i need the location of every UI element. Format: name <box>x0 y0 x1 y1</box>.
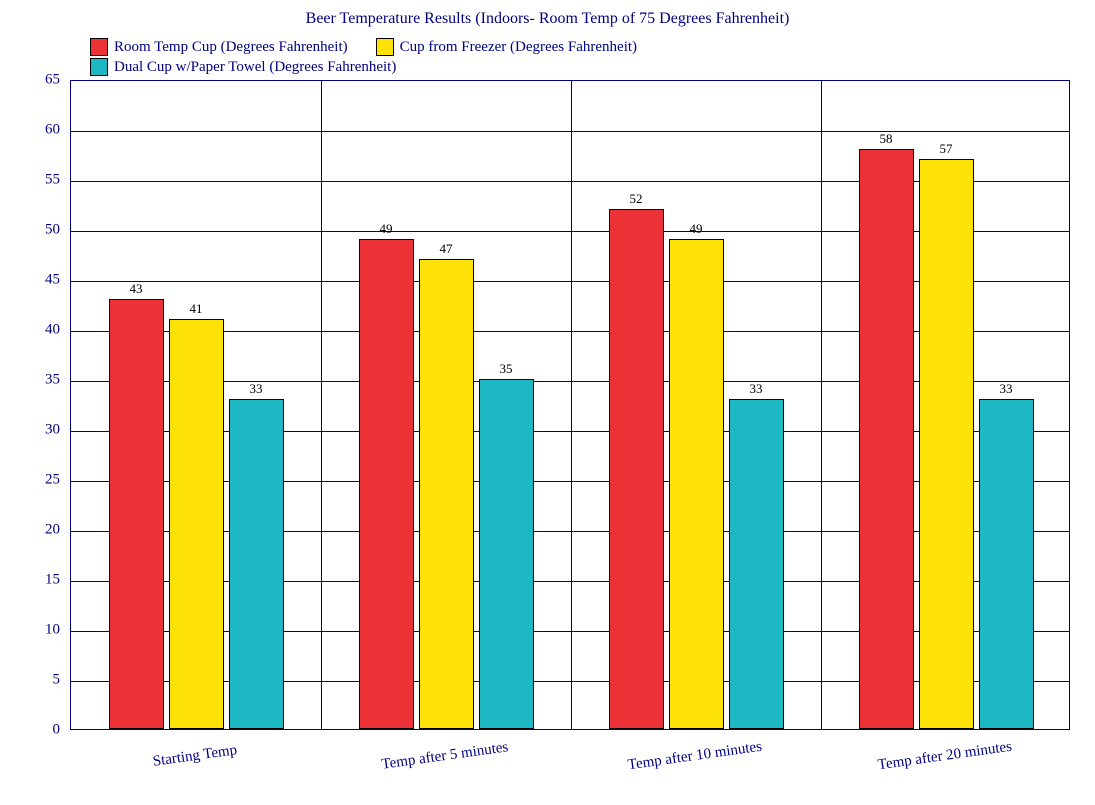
y-tick-label: 0 <box>53 722 61 739</box>
x-tick-label: Starting Temp <box>152 742 238 771</box>
y-tick-label: 45 <box>45 272 60 289</box>
bar <box>919 159 974 729</box>
bar <box>729 399 784 729</box>
y-axis: 05101520253035404550556065 <box>0 80 65 730</box>
legend-label: Dual Cup w/Paper Towel (Degrees Fahrenhe… <box>114 59 396 76</box>
legend-label: Room Temp Cup (Degrees Fahrenheit) <box>114 39 348 56</box>
gridline-v <box>821 81 822 729</box>
bar <box>609 209 664 729</box>
bar-value-label: 33 <box>750 381 763 397</box>
y-tick-label: 65 <box>45 72 60 89</box>
plot-area: 43 41 33 49 47 35 52 49 33 58 57 33 <box>70 80 1070 730</box>
y-tick-label: 30 <box>45 422 60 439</box>
y-tick-label: 50 <box>45 222 60 239</box>
gridline-v <box>321 81 322 729</box>
bar <box>359 239 414 729</box>
legend-item: Dual Cup w/Paper Towel (Degrees Fahrenhe… <box>90 58 665 76</box>
bar <box>109 299 164 729</box>
gridline-v <box>571 81 572 729</box>
bar <box>229 399 284 729</box>
bar-value-label: 47 <box>440 241 453 257</box>
y-tick-label: 5 <box>53 672 61 689</box>
bar-value-label: 33 <box>1000 381 1013 397</box>
x-tick-label: Temp after 10 minutes <box>627 739 763 775</box>
y-tick-label: 25 <box>45 472 60 489</box>
y-tick-label: 15 <box>45 572 60 589</box>
y-tick-label: 60 <box>45 122 60 139</box>
y-tick-label: 40 <box>45 322 60 339</box>
legend-label: Cup from Freezer (Degrees Fahrenheit) <box>400 39 637 56</box>
legend-swatch-icon <box>376 38 394 56</box>
legend-swatch-icon <box>90 58 108 76</box>
bar-value-label: 43 <box>130 281 143 297</box>
bar <box>479 379 534 729</box>
bar-value-label: 33 <box>250 381 263 397</box>
bar-value-label: 58 <box>880 131 893 147</box>
bar-value-label: 57 <box>940 141 953 157</box>
gridline-h <box>71 131 1069 132</box>
bar-value-label: 52 <box>630 191 643 207</box>
bar <box>979 399 1034 729</box>
bar-value-label: 35 <box>500 361 513 377</box>
legend: Room Temp Cup (Degrees Fahrenheit) Cup f… <box>90 38 665 78</box>
y-tick-label: 35 <box>45 372 60 389</box>
bar-value-label: 49 <box>380 221 393 237</box>
x-tick-label: Temp after 5 minutes <box>381 739 510 774</box>
bar-value-label: 41 <box>190 301 203 317</box>
y-tick-label: 10 <box>45 622 60 639</box>
bar <box>419 259 474 729</box>
bar-value-label: 49 <box>690 221 703 237</box>
y-tick-label: 55 <box>45 172 60 189</box>
chart-title: Beer Temperature Results (Indoors- Room … <box>0 0 1095 28</box>
bar <box>669 239 724 729</box>
bar <box>859 149 914 729</box>
legend-swatch-icon <box>90 38 108 56</box>
x-tick-label: Temp after 20 minutes <box>877 739 1013 775</box>
y-tick-label: 20 <box>45 522 60 539</box>
legend-item: Room Temp Cup (Degrees Fahrenheit) Cup f… <box>90 38 665 56</box>
bar <box>169 319 224 729</box>
